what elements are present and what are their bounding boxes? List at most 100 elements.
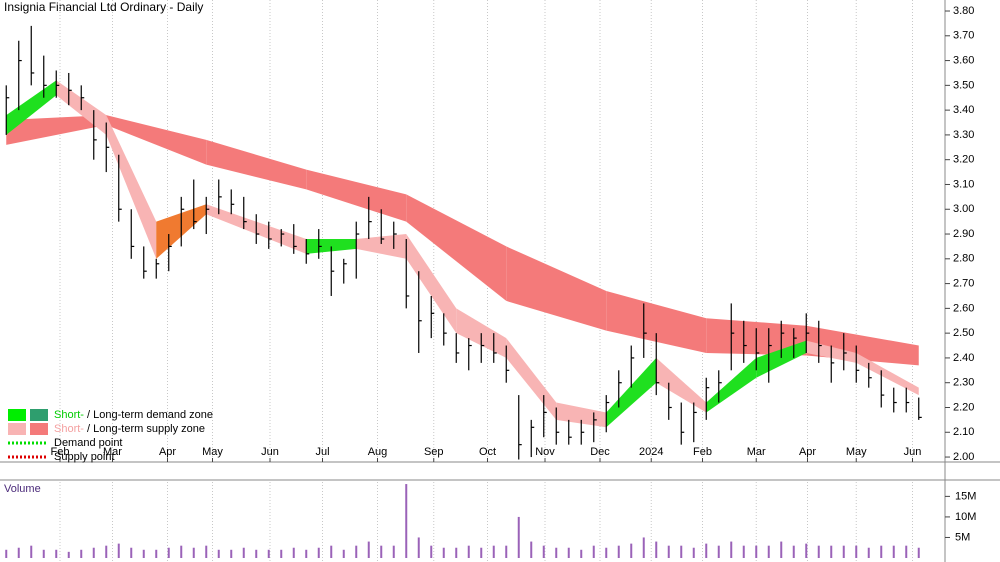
volume-bar xyxy=(105,545,108,558)
volume-bar xyxy=(530,541,533,558)
volume-bar xyxy=(842,545,845,558)
volume-bar xyxy=(892,545,895,558)
volume-bar xyxy=(780,541,783,558)
y-tick-label: 3.20 xyxy=(953,154,974,166)
volume-bar xyxy=(305,549,308,558)
y-tick-label: 2.80 xyxy=(953,253,974,265)
volume-bar xyxy=(505,545,508,558)
y-tick-label: 2.00 xyxy=(953,451,974,463)
volume-bar xyxy=(492,545,495,558)
y-tick-label: 2.90 xyxy=(953,228,974,240)
long-term-zone xyxy=(206,139,307,190)
y-tick-label: 3.80 xyxy=(953,5,974,17)
y-tick-label: 2.70 xyxy=(953,277,974,289)
volume-bar xyxy=(805,543,808,558)
legend-label-rest: / Long-term demand zone xyxy=(84,409,213,421)
volume-bar xyxy=(130,547,133,558)
y-tick-label: 2.40 xyxy=(953,352,974,364)
x-tick-label: Dec xyxy=(590,446,610,458)
volume-bar xyxy=(630,543,633,558)
x-tick-label: May xyxy=(846,446,867,458)
long-term-zone xyxy=(506,246,607,331)
volume-bar xyxy=(17,547,20,558)
y-tick-label: 2.50 xyxy=(953,327,974,339)
volume-bar xyxy=(730,541,733,558)
short-term-zone xyxy=(506,338,557,420)
volume-bar xyxy=(230,549,233,558)
y-tick-label: 3.60 xyxy=(953,54,974,66)
volume-bar xyxy=(355,545,358,558)
legend-label-short: Short- xyxy=(54,423,84,435)
volume-bar xyxy=(467,545,470,558)
chart-title: Insignia Financial Ltd Ordinary - Daily xyxy=(4,0,203,14)
volume-bar xyxy=(80,549,83,558)
volume-title: Volume xyxy=(4,483,41,495)
volume-bar xyxy=(667,545,670,558)
volume-bar xyxy=(867,547,870,558)
volume-bar xyxy=(655,541,658,558)
legend-swatch xyxy=(8,423,26,435)
volume-bar xyxy=(92,547,95,558)
long-term-zone xyxy=(406,194,507,301)
volume-bar xyxy=(205,545,208,558)
x-tick-label: May xyxy=(202,446,223,458)
short-term-zone xyxy=(656,357,707,413)
legend-label: Short- / Long-term supply zone xyxy=(54,423,205,435)
volume-bar xyxy=(442,547,445,558)
volume-bar xyxy=(292,547,295,558)
volume-bar xyxy=(705,543,708,558)
x-tick-label: Mar xyxy=(747,446,766,458)
volume-bar xyxy=(642,537,645,558)
short-term-zone xyxy=(856,352,919,396)
volume-bar xyxy=(617,545,620,558)
volume-bar xyxy=(255,549,258,558)
volume-bar xyxy=(242,547,245,558)
x-tick-label: Nov xyxy=(535,446,555,458)
long-term-zone xyxy=(606,291,707,353)
legend-swatch xyxy=(30,423,48,435)
volume-bar xyxy=(167,547,170,558)
volume-bar xyxy=(917,547,920,558)
volume-bar xyxy=(117,543,120,558)
y-tick-label: 3.70 xyxy=(953,30,974,42)
volume-bar xyxy=(605,547,608,558)
legend-swatch xyxy=(8,409,26,421)
volume-bar xyxy=(480,547,483,558)
volume-bar xyxy=(592,545,595,558)
volume-bar xyxy=(680,545,683,558)
x-tick-label: Oct xyxy=(479,446,496,458)
volume-bar xyxy=(817,545,820,558)
short-term-zone xyxy=(106,115,157,259)
y-tick-label: 2.60 xyxy=(953,302,974,314)
y2-tick-label: 10M xyxy=(955,511,976,523)
volume-bar xyxy=(367,541,370,558)
legend-label-rest: / Long-term supply zone xyxy=(84,423,205,435)
volume-bar xyxy=(692,547,695,558)
volume-bar xyxy=(155,549,158,558)
volume-bar xyxy=(267,549,270,558)
volume-bar xyxy=(30,545,33,558)
y-tick-label: 3.10 xyxy=(953,178,974,190)
volume-bar xyxy=(5,549,8,558)
volume-bar xyxy=(342,549,345,558)
volume-bar xyxy=(542,545,545,558)
x-tick-label: Feb xyxy=(51,446,70,458)
volume-bar xyxy=(767,545,770,558)
volume-bar xyxy=(792,545,795,558)
long-term-zone xyxy=(106,115,207,165)
volume-bar xyxy=(67,551,70,558)
legend-label-short: Short- xyxy=(54,409,84,421)
volume-bar xyxy=(180,545,183,558)
volume-bar xyxy=(580,549,583,558)
y2-tick-label: 15M xyxy=(955,490,976,502)
volume-bar xyxy=(42,549,45,558)
volume-bar xyxy=(717,545,720,558)
long-term-zone xyxy=(306,169,407,222)
volume-bar xyxy=(217,549,220,558)
legend-swatch xyxy=(30,409,48,421)
volume-bar xyxy=(330,545,333,558)
short-term-zone xyxy=(406,234,457,334)
volume-bar xyxy=(880,545,883,558)
